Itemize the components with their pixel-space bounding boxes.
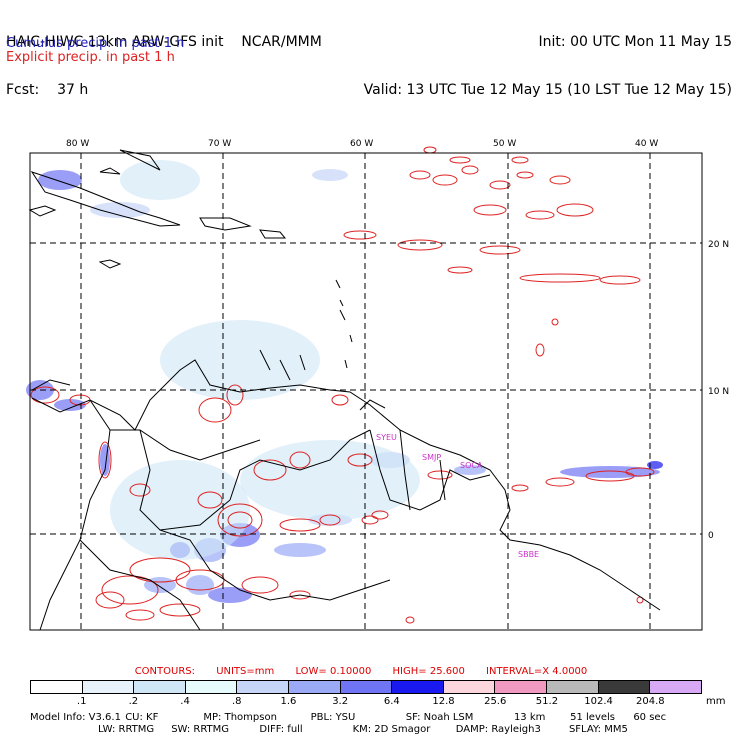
graticule [30, 153, 702, 630]
footer-row-1: Model Info: V3.6.1 CU: KF MP: Thompson P… [30, 712, 666, 723]
colorbar-labels: .1 .2 .4 .8 1.6 3.2 6.4 12.8 25.6 51.2 102.4 204.8 [30, 696, 702, 708]
footer-sf: SF: Noah LSM [405, 712, 474, 723]
colorbar-swatch [134, 681, 186, 693]
colorbar-swatch [650, 681, 701, 693]
contour-info: CONTOURS: UNITS=mm LOW= 0.10000 HIGH= 25… [0, 666, 740, 677]
footer-pbl: PBL: YSU [310, 712, 356, 723]
fcst-value: 37 h [57, 82, 89, 98]
contour-units: UNITS=mm [216, 666, 275, 677]
contour-interval: INTERVAL=X 4.0000 [486, 666, 588, 677]
colorbar-tick-label: .4 [180, 696, 190, 707]
lat-label-0: 0 [708, 531, 714, 541]
legend-explicit: Explicit precip. in past 1 h [6, 50, 175, 65]
colorbar-tick-label: .2 [128, 696, 139, 707]
footer-damp: DAMP: Rayleigh3 [455, 724, 541, 735]
footer-sflay: SFLAY: MM5 [568, 724, 628, 735]
coastline-layer [28, 149, 661, 631]
valid-time: Valid: 13 UTC Tue 12 May 15 (10 LST Tue … [363, 82, 732, 98]
footer-cu: CU: KF [125, 712, 159, 723]
header-right: Init: 00 UTC Mon 11 May 15 Valid: 13 UTC… [364, 2, 732, 114]
footer-resolution: 13 km [513, 712, 546, 723]
footer-timestep: 60 sec [633, 712, 667, 723]
header-left: HAIC-HIWC 13km ARW-GFS init NCAR/MMM Fcs… [6, 2, 322, 114]
station-sbbe: SBBE [518, 550, 539, 559]
footer-km: KM: 2D Smagor [352, 724, 431, 735]
station-soca: SOCA [460, 461, 483, 470]
lon-label-50w: 50 W [493, 139, 516, 149]
lon-label-60w: 60 W [350, 139, 373, 149]
map-frame [29, 152, 703, 631]
contour-high: HIGH= 25.600 [392, 666, 465, 677]
init-time: Init: 00 UTC Mon 11 May 15 [538, 34, 732, 50]
footer-model-info: Model Info: V3.6.1 [30, 712, 121, 723]
colorbar-unit: mm [706, 696, 726, 707]
contour-low: LOW= 0.10000 [295, 666, 372, 677]
precip-map: 80 W 70 W 60 W 50 W 40 W 20 N 10 N 0 SYE… [26, 139, 729, 631]
contour-title: CONTOURS: [134, 666, 195, 677]
colorbar-tick-label: 1.6 [280, 696, 297, 707]
footer-row-2: LW: RRTMG SW: RRTMG DIFF: full KM: 2D Sm… [98, 724, 628, 735]
station-smjp: SMJP [422, 453, 441, 462]
colorbar-swatch [31, 681, 83, 693]
colorbar-swatch [340, 681, 393, 693]
colorbar-swatch [289, 681, 341, 693]
station-syeu: SYEU [376, 433, 397, 442]
lon-label-70w: 70 W [208, 139, 231, 149]
lon-label-80w: 80 W [66, 139, 89, 149]
colorbar-swatch [598, 681, 651, 693]
colorbar-swatch [237, 681, 290, 693]
colorbar-tick-label: 6.4 [383, 696, 400, 707]
lon-label-40w: 40 W [635, 139, 658, 149]
footer-levels: 51 levels [570, 712, 616, 723]
footer-mp: MP: Thompson [203, 712, 277, 723]
footer-sw: SW: RRTMG [171, 724, 230, 735]
colorbar-swatch [495, 681, 548, 693]
colorbar-tick-label: 204.8 [635, 696, 665, 707]
colorbar-tick-label: 25.6 [484, 696, 507, 707]
colorbar-tick-label: 102.4 [584, 696, 613, 707]
legend-cumulus: Cumulus precip. in past 1 h [6, 36, 185, 51]
colorbar-swatch [392, 681, 444, 693]
colorbar-swatch [547, 681, 599, 693]
colorbar-swatch [82, 681, 135, 693]
colorbar-swatch [443, 681, 496, 693]
footer-diff: DIFF: full [259, 724, 303, 735]
fcst-label: Fcst: [6, 82, 40, 98]
explicit-precip-layer [30, 146, 655, 624]
colorbar-swatch [185, 681, 238, 693]
lat-label-10n: 10 N [708, 387, 729, 397]
model-title: HAIC-HIWC 13km ARW-GFS init [6, 34, 224, 50]
colorbar-tick-label: 51.2 [535, 696, 559, 707]
colorbar-tick-label: 12.8 [432, 696, 455, 707]
lat-label-20n: 20 N [708, 240, 729, 250]
colorbar-tick-label: .1 [76, 696, 87, 707]
colorbar-tick-label: 3.2 [332, 696, 349, 707]
colorbar-tick-label: .8 [231, 696, 242, 707]
org-label: NCAR/MMM [241, 34, 322, 50]
footer-lw: LW: RRTMG [98, 724, 155, 735]
colorbar [30, 680, 702, 694]
